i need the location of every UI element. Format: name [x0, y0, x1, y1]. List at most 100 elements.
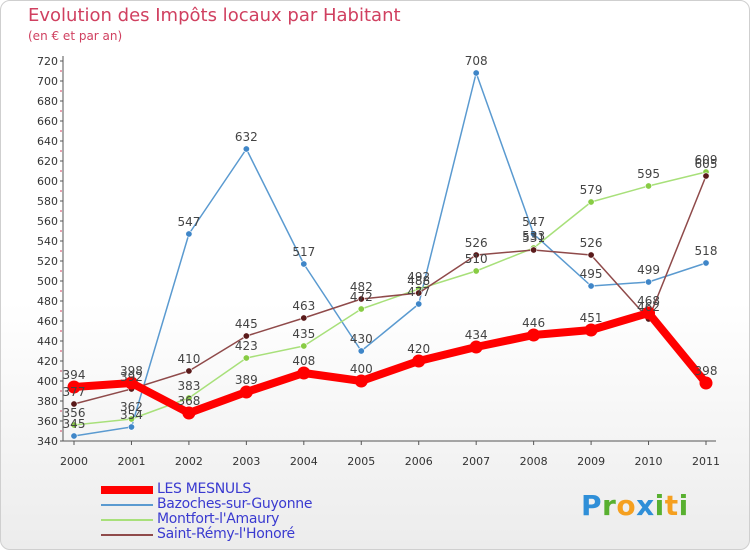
series-line-saint-r-my-l-honor-: [73, 175, 707, 405]
data-label: 400: [350, 362, 373, 376]
value-labels: 345 354 547 632 517 430 477 708 547 495 499 518 356 3…: [63, 54, 718, 431]
data-point: [469, 340, 483, 354]
data-label: 462: [637, 300, 660, 314]
y-tick-label: 400: [37, 375, 58, 388]
data-point: [357, 295, 365, 303]
x-tick-label: 2005: [347, 455, 375, 468]
data-label: 708: [465, 54, 488, 68]
data-label: 463: [292, 299, 315, 313]
logo-letter: P: [581, 489, 603, 522]
x-tick-label: 2006: [405, 455, 433, 468]
series-lines: [67, 69, 713, 440]
y-tick-label: 620: [37, 155, 58, 168]
y-tick-label: 640: [37, 135, 58, 148]
series-line-montfort-l-amaury: [73, 171, 707, 426]
data-label: 410: [177, 352, 200, 366]
data-label: 488: [407, 274, 430, 288]
data-point: [182, 406, 196, 420]
legend-label: LES MESNULS: [157, 481, 251, 497]
data-point: [587, 251, 595, 259]
data-point: [587, 198, 595, 206]
data-point: [70, 421, 78, 429]
legend-label: Saint-Rémy-l'Honoré: [157, 526, 295, 542]
data-label: 526: [465, 236, 488, 250]
data-label: 377: [63, 385, 86, 399]
y-tick-label: 540: [37, 235, 58, 248]
y-tick-label: 460: [37, 315, 58, 328]
data-label: 526: [580, 236, 603, 250]
data-point: [415, 300, 423, 308]
data-label: 482: [350, 280, 373, 294]
data-label: 420: [407, 342, 430, 356]
data-point: [357, 347, 365, 355]
y-tick-label: 520: [37, 255, 58, 268]
data-label: 389: [235, 373, 258, 387]
data-label: 518: [695, 244, 718, 258]
y-tick-label: 680: [37, 95, 58, 108]
data-label: 495: [580, 267, 603, 281]
data-point: [300, 260, 308, 268]
logo-letter: o: [616, 489, 637, 522]
logo-letter: r: [602, 489, 617, 522]
data-point: [642, 306, 656, 320]
data-point: [124, 376, 138, 390]
data-label: 510: [465, 252, 488, 266]
data-label: 547: [522, 215, 545, 229]
data-point: [242, 145, 250, 153]
data-point: [127, 415, 135, 423]
y-tick-label: 560: [37, 215, 58, 228]
data-label: 408: [292, 354, 315, 368]
x-tick-label: 2010: [635, 455, 663, 468]
data-label: 392: [120, 370, 143, 384]
data-point: [530, 230, 538, 238]
data-point: [70, 432, 78, 440]
x-tick-label: 2008: [520, 455, 548, 468]
logo-letter: t: [664, 489, 679, 522]
data-point: [300, 342, 308, 350]
data-label: 356: [63, 406, 86, 420]
data-label: 434: [465, 328, 488, 342]
x-tick-label: 2004: [290, 455, 318, 468]
y-tick-label: 500: [37, 275, 58, 288]
data-label: 468: [637, 294, 660, 308]
data-point: [242, 354, 250, 362]
data-label: 345: [63, 417, 86, 431]
data-label: 435: [292, 327, 315, 341]
data-point: [70, 400, 78, 408]
y-tick-label: 380: [37, 395, 58, 408]
data-label: 368: [177, 394, 200, 408]
data-label: 354: [120, 408, 143, 422]
y-tick-label: 440: [37, 335, 58, 348]
data-point: [645, 278, 653, 286]
data-label: 547: [177, 215, 200, 229]
data-label: 472: [350, 290, 373, 304]
data-point: [645, 182, 653, 190]
data-label: 609: [695, 153, 718, 167]
data-point: [185, 230, 193, 238]
proxiti-logo: Proxiti: [581, 489, 689, 522]
data-point: [472, 267, 480, 275]
data-label: 423: [235, 339, 258, 353]
data-point: [297, 366, 311, 380]
data-label: 430: [350, 332, 373, 346]
data-point: [699, 376, 713, 390]
axes: 340 360 380 400 420 440 460 480 500 520 540 560 580 6…: [37, 55, 720, 468]
y-tick-label: 480: [37, 295, 58, 308]
data-point: [127, 423, 135, 431]
series-line-bazoches-sur-guyonne: [73, 72, 707, 437]
data-point: [472, 251, 480, 259]
data-point: [354, 374, 368, 388]
y-tick-label: 720: [37, 55, 58, 68]
data-point: [185, 367, 193, 375]
y-tick-label: 660: [37, 115, 58, 128]
y-tick-label: 600: [37, 175, 58, 188]
y-tick-label: 340: [37, 435, 58, 448]
legend-swatch: [101, 534, 153, 536]
data-point: [357, 305, 365, 313]
legend-swatch: [101, 504, 153, 506]
data-label: 499: [637, 263, 660, 277]
legend-label: Bazoches-sur-Guyonne: [157, 496, 313, 512]
data-point: [702, 172, 710, 180]
